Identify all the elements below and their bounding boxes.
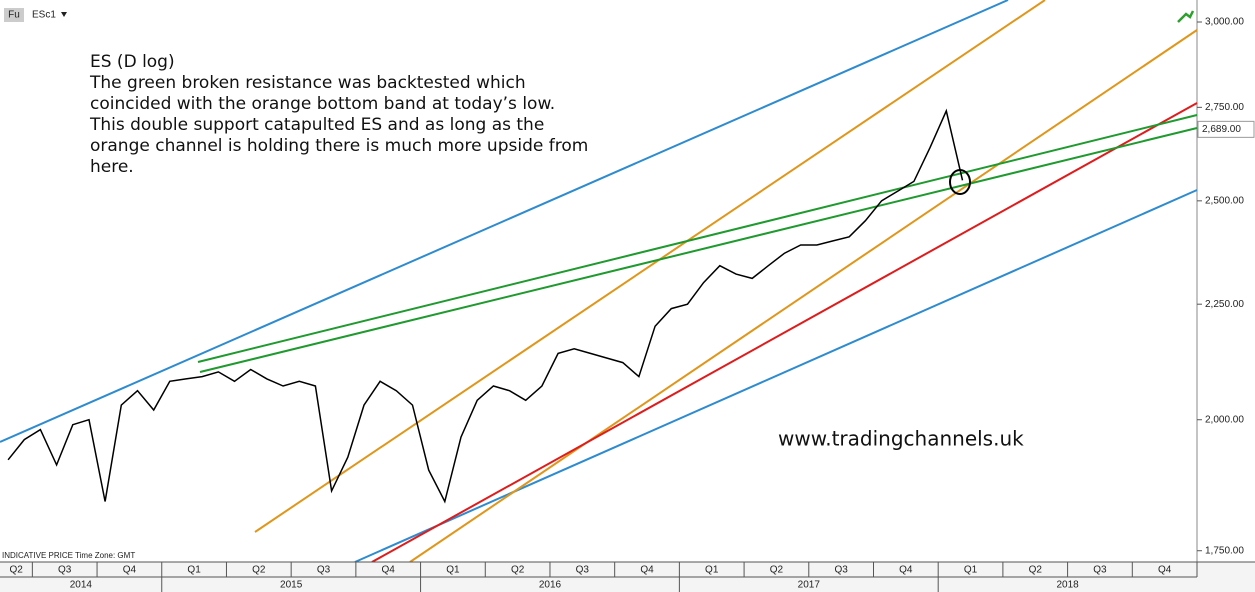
x-tick-label: Q3 (576, 565, 590, 576)
year-label: 2014 (70, 580, 93, 591)
y-tick-label: 2,500.00 (1205, 195, 1244, 206)
x-tick-label: Q2 (770, 565, 784, 576)
x-tick-label: Q3 (58, 565, 72, 576)
plot-area (0, 0, 1197, 562)
annotation-line: here. (90, 157, 134, 177)
last-price-tag (1197, 120, 1255, 138)
price-line (7, 108, 964, 504)
x-tick-label: Q3 (1093, 565, 1107, 576)
symbol-badge-bg (4, 8, 24, 22)
x-tick-label: Q2 (10, 565, 24, 576)
y-tick-label: 2,750.00 (1205, 102, 1244, 113)
y-tick-label: 1,750.00 (1205, 545, 1244, 556)
annotation-line: ES (D log) (90, 52, 175, 72)
symbol-badge: Fu (8, 10, 20, 21)
trend-lines (0, 0, 1198, 563)
x-tick-label: Q2 (1029, 565, 1043, 576)
x-tick-label: Q1 (446, 565, 460, 576)
year-label: 2016 (539, 580, 562, 591)
trend-line (371, 102, 1198, 563)
y-tick-label: 3,000.00 (1205, 17, 1244, 28)
symbol-dropdown[interactable] (61, 12, 67, 17)
x-tick-label: Q3 (317, 565, 331, 576)
trend-icon[interactable] (1177, 10, 1195, 23)
footer-note: INDICATIVE PRICE Time Zone: GMT (2, 551, 135, 560)
year-label: 2017 (798, 580, 821, 591)
watermark: www.tradingchannels.uk (778, 427, 1024, 451)
x-tick-label: Q2 (511, 565, 525, 576)
x-tick-label: Q1 (705, 565, 719, 576)
annotation-line: orange channel is holding there is much … (90, 136, 588, 156)
trend-line (0, 0, 1009, 443)
annotation-line: This double support catapulted ES and as… (89, 115, 544, 135)
x-tick-label: Q1 (187, 565, 201, 576)
trend-line (354, 189, 1198, 563)
x-tick-label: Q1 (964, 565, 978, 576)
x-tick-label: Q3 (834, 565, 848, 576)
symbol[interactable]: ESc1 (32, 10, 56, 21)
year-label: 2015 (280, 580, 303, 591)
annotation-line: The green broken resistance was backtest… (89, 73, 526, 93)
annotation-line: coincided with the orange bottom band at… (90, 94, 555, 114)
y-tick-label: 2,000.00 (1205, 414, 1244, 425)
x-tick-label: Q4 (1158, 565, 1172, 576)
x-tick-label: Q4 (899, 565, 913, 576)
x-tick-label: Q4 (382, 565, 396, 576)
trend-line (409, 29, 1198, 563)
x-tick-label: Q4 (123, 565, 137, 576)
trend-line (254, 0, 1046, 533)
trend-line (197, 114, 1198, 363)
x-tick-label: Q4 (640, 565, 654, 576)
trend-line (199, 127, 1198, 373)
x-tick-label: Q2 (252, 565, 266, 576)
last-price-label: 2,689.00 (1202, 124, 1241, 135)
y-tick-label: 2,250.00 (1205, 299, 1244, 310)
annotation: ES (D log)The green broken resistance wa… (89, 52, 588, 177)
year-label: 2018 (1056, 580, 1079, 591)
